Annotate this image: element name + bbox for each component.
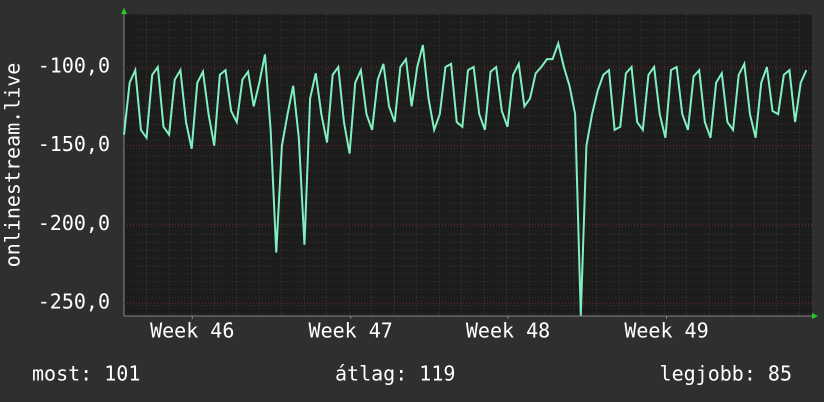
y-axis-label: onlinestream.live [1, 63, 25, 268]
minor-grid [124, 14, 812, 316]
data-line [123, 39, 808, 316]
y-tick-label: -250,0 [38, 289, 110, 313]
x-tick-label: Week 49 [624, 319, 708, 343]
x-tick-label: Week 48 [466, 319, 550, 343]
y-tick-label: -100,0 [38, 54, 110, 78]
y-tick-label: -150,0 [38, 132, 110, 156]
x-tick-label: Week 46 [150, 319, 234, 343]
axes [123, 8, 814, 317]
footer-best: legjobb: 85 [660, 362, 792, 386]
y-tick-label: -200,0 [38, 211, 110, 235]
footer-now: most: 101 [32, 362, 140, 386]
x-tick-label: Week 47 [309, 319, 393, 343]
footer-avg: átlag: 119 [335, 362, 455, 386]
